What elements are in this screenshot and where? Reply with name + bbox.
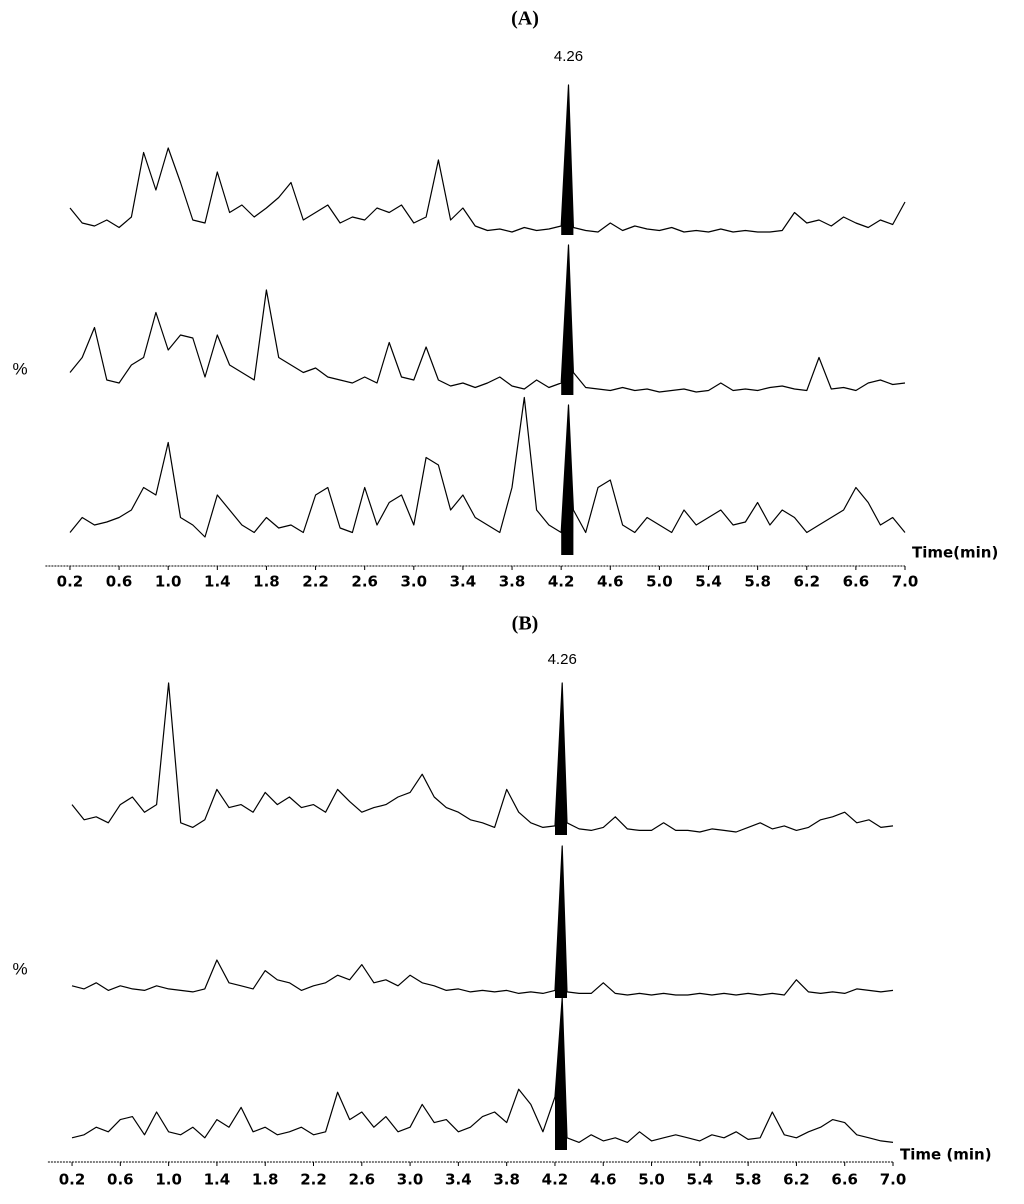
x-tick-label: 1.0: [155, 1171, 182, 1189]
x-tick-label: 2.6: [351, 573, 378, 591]
x-tick-label: 6.6: [831, 1171, 858, 1189]
peak-fill: [561, 85, 574, 235]
x-tick-label: 5.8: [735, 1171, 762, 1189]
trace: [71, 682, 894, 833]
x-tick-label: 5.0: [638, 1171, 665, 1189]
x-tick-label: 0.2: [59, 1171, 86, 1189]
x-axis-label: Time(min): [912, 544, 998, 562]
y-axis-label: %: [12, 959, 27, 978]
x-tick-label: 1.8: [253, 573, 280, 591]
x-tick-label: 0.2: [57, 573, 84, 591]
peak-label: 4.26: [548, 651, 577, 668]
x-tick-label: 4.2: [542, 1171, 569, 1189]
y-axis-label: %: [12, 359, 27, 378]
x-tick-label: 4.6: [597, 573, 624, 591]
peak-fill: [561, 245, 574, 395]
x-tick-label: 5.4: [687, 1171, 714, 1189]
panel-title: (B): [512, 613, 539, 635]
x-tick-label: 4.2: [548, 573, 575, 591]
x-tick-label: 1.4: [204, 573, 231, 591]
trace: [71, 845, 894, 996]
trace: [71, 997, 894, 1144]
x-tick-label: 7.0: [880, 1171, 907, 1189]
x-tick-label: 3.4: [450, 573, 477, 591]
panel-title: (A): [511, 8, 539, 30]
peak-label: 4.26: [554, 48, 583, 65]
x-tick-label: 6.6: [843, 573, 870, 591]
trace: [69, 396, 906, 538]
peak-fill: [561, 405, 574, 555]
x-tick-label: 2.6: [349, 1171, 376, 1189]
x-tick-label: 6.2: [783, 1171, 810, 1189]
peak-fill: [555, 998, 567, 1150]
peak-fill: [555, 683, 567, 835]
x-tick-label: 5.8: [744, 573, 771, 591]
x-axis-label: Time (min): [900, 1146, 992, 1164]
x-tick-label: 6.2: [793, 573, 820, 591]
x-tick-label: 1.4: [204, 1171, 231, 1189]
x-tick-label: 5.4: [695, 573, 722, 591]
x-tick-label: 1.8: [252, 1171, 279, 1189]
x-tick-label: 2.2: [300, 1171, 327, 1189]
x-tick-label: 3.8: [499, 573, 526, 591]
x-tick-label: 7.0: [892, 573, 919, 591]
x-tick-label: 3.0: [401, 573, 428, 591]
x-tick-label: 3.4: [445, 1171, 472, 1189]
x-tick-label: 4.6: [590, 1171, 617, 1189]
peak-fill: [555, 846, 567, 998]
x-tick-label: 1.0: [155, 573, 182, 591]
x-tick-label: 0.6: [106, 573, 133, 591]
x-tick-label: 3.8: [493, 1171, 520, 1189]
x-tick-label: 0.6: [107, 1171, 134, 1189]
x-tick-label: 5.0: [646, 573, 673, 591]
trace: [69, 84, 906, 233]
x-tick-label: 2.2: [302, 573, 329, 591]
x-tick-label: 3.0: [397, 1171, 424, 1189]
trace: [69, 244, 906, 393]
